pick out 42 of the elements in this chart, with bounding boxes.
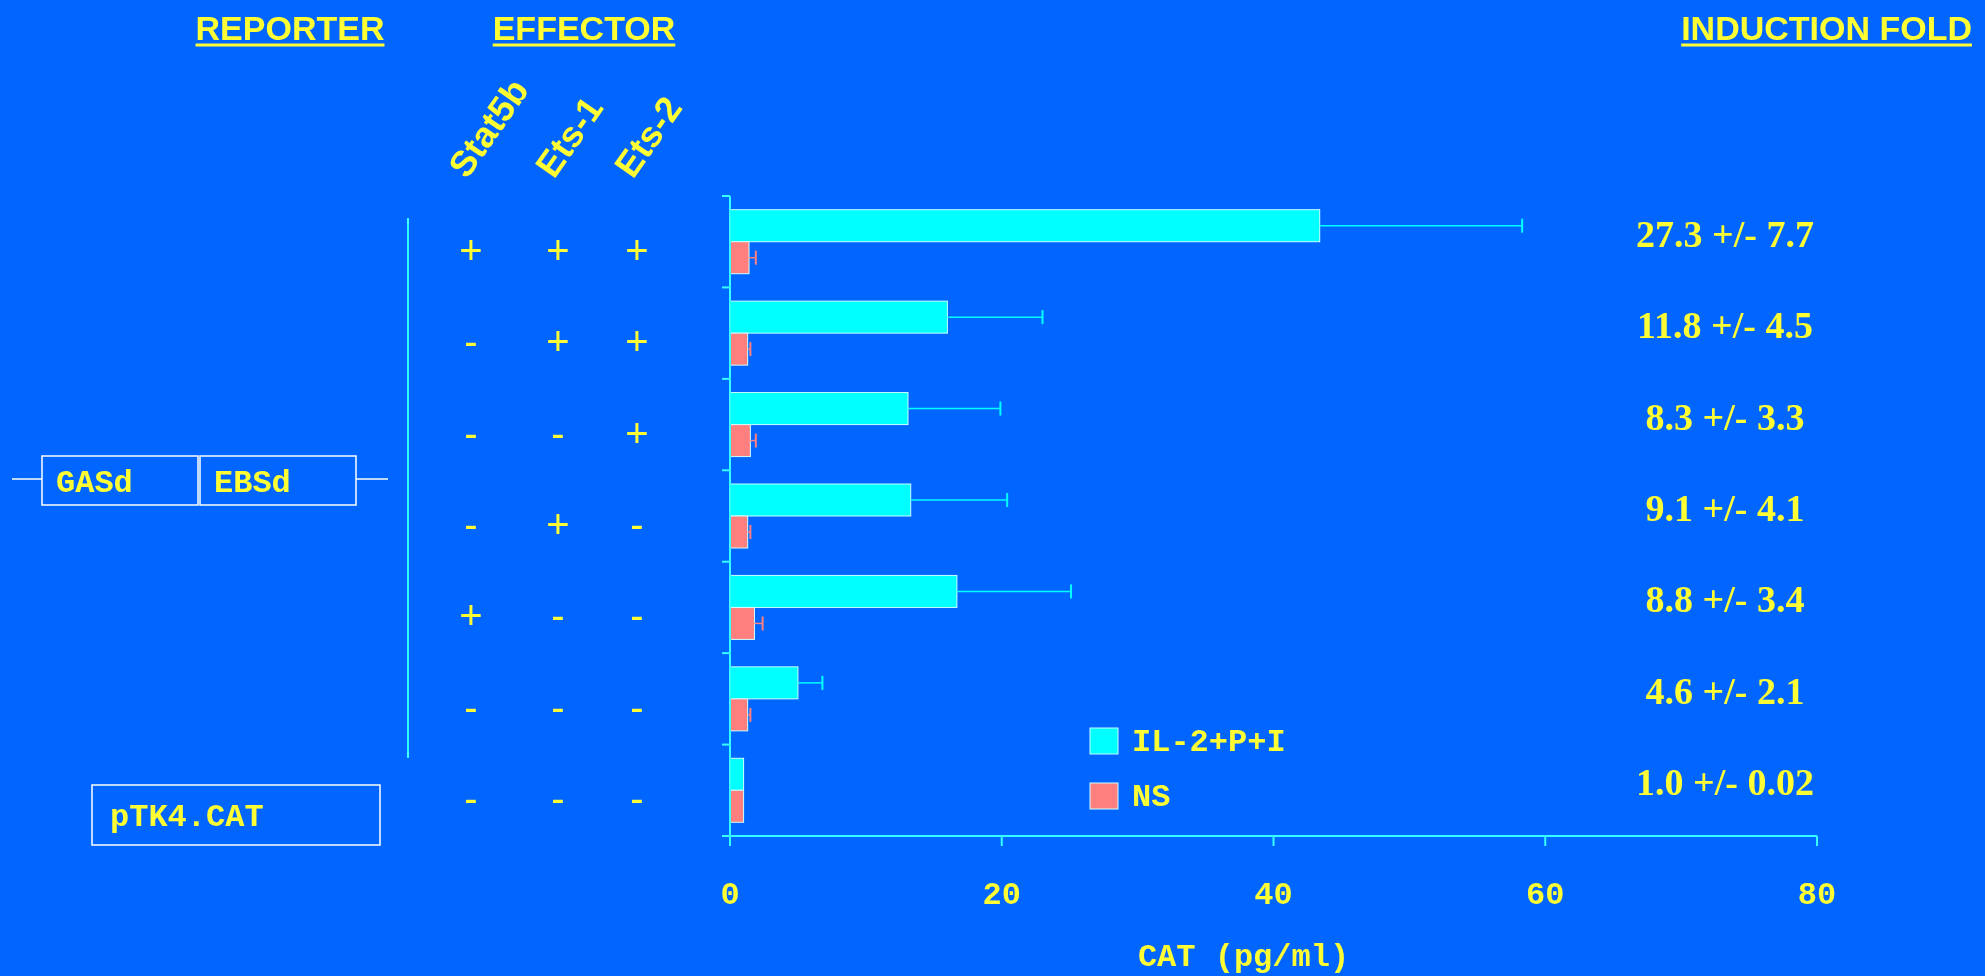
text: -: [464, 684, 478, 729]
legend-label: IL-2+P+I: [1132, 724, 1286, 761]
text: -: [551, 684, 565, 729]
text: EFFECTOR: [492, 9, 676, 47]
text: +: [546, 227, 570, 272]
text: +: [625, 227, 649, 272]
x-axis-title: CAT (pg/ml): [1137, 939, 1350, 976]
text: REPORTER: [195, 9, 385, 47]
annotation: 8.8 +/- 3.4: [1645, 578, 1805, 621]
text: GASd: [56, 465, 133, 502]
text: -: [630, 502, 644, 546]
annotation: 9.1 +/- 4.1: [1645, 487, 1805, 529]
text: +: [546, 319, 570, 364]
text: -: [551, 410, 565, 455]
text: -: [630, 593, 644, 638]
text: EBSd: [214, 465, 291, 502]
text: -: [630, 684, 644, 729]
annotation: 4.6 +/- 2.1: [1645, 669, 1805, 712]
annotation: 8.3 +/- 3.3: [1645, 395, 1805, 438]
annotation: 1.0 +/- 0.02: [1636, 761, 1814, 804]
text: -: [551, 776, 565, 821]
text: -: [464, 776, 478, 821]
text: -: [464, 502, 478, 546]
x-tick-label: 60: [1526, 877, 1565, 914]
text: -: [464, 319, 478, 364]
x-tick-label: 40: [1254, 877, 1293, 914]
text: -: [551, 593, 565, 638]
text: +: [459, 227, 483, 272]
text: INDUCTION FOLD: [1681, 9, 1972, 47]
x-tick-label: 80: [1797, 877, 1837, 914]
text: +: [625, 319, 649, 364]
x-tick-label: 20: [982, 877, 1021, 914]
x-tick-label: 0: [720, 877, 740, 914]
text: -: [630, 776, 644, 821]
text: -: [464, 410, 478, 455]
legend-label: NS: [1132, 779, 1171, 816]
text: +: [546, 502, 570, 546]
annotation: 11.8 +/- 4.5: [1637, 304, 1813, 347]
annotation: 27.3 +/- 7.7: [1636, 212, 1814, 255]
text: +: [625, 410, 649, 455]
text: +: [459, 593, 483, 638]
text: pTK4.CAT: [110, 799, 264, 836]
